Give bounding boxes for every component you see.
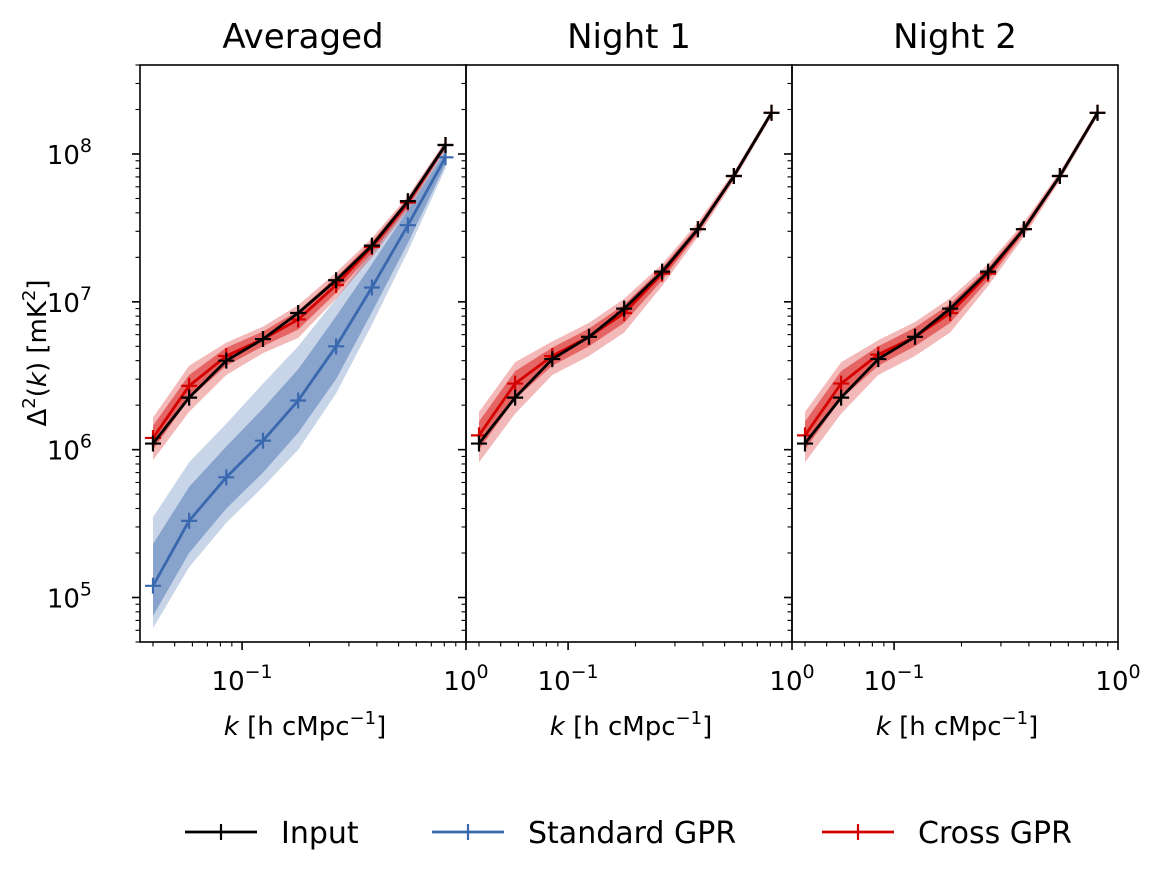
x-tick-label: 10−1	[212, 661, 273, 697]
plot-area	[470, 104, 780, 463]
data-point-standard-gpr	[328, 338, 345, 355]
data-point-input	[363, 237, 380, 254]
data-point-input	[1051, 167, 1068, 184]
data-point-input	[616, 300, 633, 317]
x-tick-label: 100	[1095, 661, 1140, 697]
panel-title: Night 1	[567, 17, 691, 57]
data-point-input	[763, 104, 780, 121]
data-point-input	[255, 331, 272, 348]
data-point-input	[507, 389, 524, 406]
data-point-input	[470, 435, 487, 452]
data-point-input	[544, 351, 561, 368]
plot-area	[796, 104, 1106, 463]
y-tick-label: 108	[47, 135, 92, 171]
data-point-cross-gpr	[833, 375, 850, 392]
data-point-input	[980, 263, 997, 280]
legend-label: Cross GPR	[918, 816, 1072, 851]
data-point-input	[181, 389, 198, 406]
data-point-input	[689, 221, 706, 238]
series-band-standard-gpr	[153, 147, 446, 629]
legend-item: Standard GPR	[432, 816, 736, 851]
y-tick-label: 107	[47, 283, 92, 319]
x-tick-label: 100	[443, 661, 488, 697]
data-point-standard-gpr	[181, 512, 198, 529]
data-point-input	[218, 352, 235, 369]
panel-0: Averaged 10−1 100 k [h cMpc−1]	[132, 17, 489, 742]
data-point-input	[654, 263, 671, 280]
data-point-input	[833, 389, 850, 406]
data-point-standard-gpr	[255, 432, 272, 449]
series-band-cross-gpr	[479, 109, 772, 463]
data-point-standard-gpr	[399, 217, 416, 234]
data-point-standard-gpr	[144, 577, 161, 594]
x-axis-label: k [h cMpc−1]	[224, 708, 386, 742]
panel-2: Night 2 10−1 100 k [h cMpc−1]	[784, 17, 1141, 742]
series-band-standard-gpr	[153, 150, 446, 616]
y-tick-label: 105	[47, 578, 92, 614]
data-point-input	[328, 272, 345, 289]
data-point-input	[942, 300, 959, 317]
legend-label: Input	[281, 816, 359, 851]
data-point-standard-gpr	[290, 392, 307, 409]
data-point-input	[796, 435, 813, 452]
panel-1: Night 1 10−1 100 k [h cMpc−1]	[458, 17, 815, 742]
legend: Input Standard GPR Cross GPR	[185, 816, 1072, 851]
x-tick-label: 10−1	[864, 661, 925, 697]
panel-title: Night 2	[893, 17, 1017, 57]
data-point-input	[1015, 221, 1032, 238]
plot-frame	[465, 64, 793, 643]
legend-item: Input	[185, 816, 359, 851]
series-band-cross-gpr	[805, 109, 1098, 463]
y-tick-label: 106	[47, 431, 92, 467]
data-point-input	[907, 328, 924, 345]
data-point-input	[437, 137, 454, 154]
x-axis-label: k [h cMpc−1]	[876, 708, 1038, 742]
data-point-standard-gpr	[218, 469, 235, 486]
y-axis-label: Δ2(k) [mK2]	[19, 279, 53, 426]
plot-area	[144, 137, 454, 629]
data-point-cross-gpr	[507, 375, 524, 392]
data-point-standard-gpr	[363, 279, 380, 296]
x-axis-label: k [h cMpc−1]	[550, 708, 712, 742]
x-tick-label: 10−1	[538, 661, 599, 697]
plot-frame	[791, 64, 1119, 643]
data-point-input	[581, 328, 598, 345]
legend-label: Standard GPR	[528, 816, 736, 851]
x-tick-label: 100	[769, 661, 814, 697]
data-point-input	[1089, 104, 1106, 121]
data-point-input	[870, 351, 887, 368]
data-point-input	[290, 305, 307, 322]
data-point-input	[399, 193, 416, 210]
panel-title: Averaged	[222, 17, 383, 57]
data-point-input	[144, 435, 161, 452]
data-point-input	[725, 167, 742, 184]
legend-item: Cross GPR	[822, 816, 1072, 851]
